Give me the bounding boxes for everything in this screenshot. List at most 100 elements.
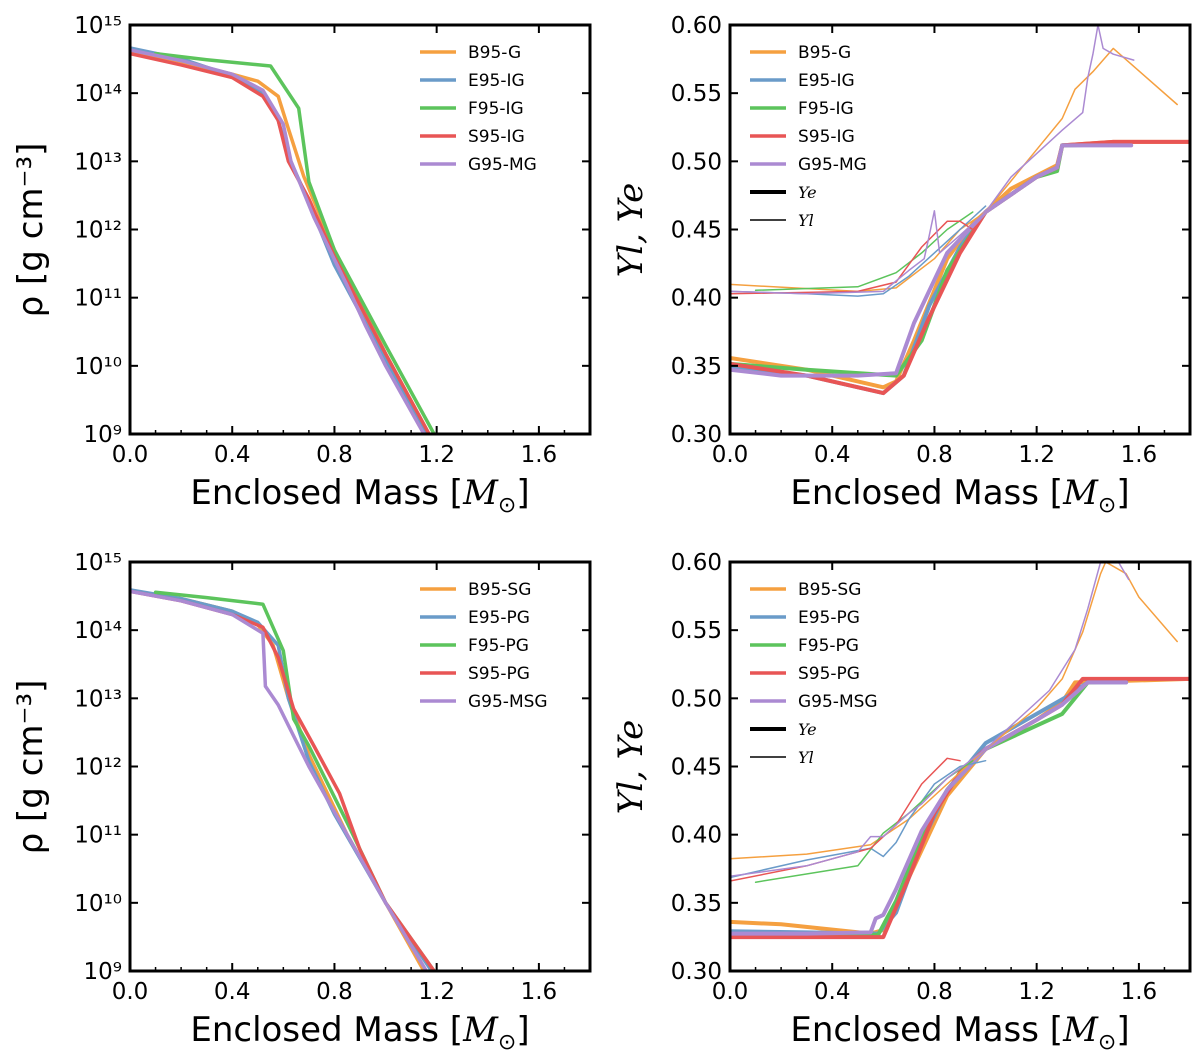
x-tick-label: 0.0 <box>712 979 749 1005</box>
y-tick-label: 0.30 <box>671 422 722 448</box>
series-line-f95-ig <box>153 51 436 434</box>
y-tick-label: 0.40 <box>671 286 722 312</box>
series-line-b95-sg-ye <box>730 676 1190 936</box>
y-tick-label: 0.50 <box>671 149 722 175</box>
series-line-e95-ig-ye <box>730 142 1129 396</box>
series-line-g95-msg-ye <box>730 680 1129 936</box>
x-tick-label: 0.4 <box>214 442 251 468</box>
y-tick-label: 0.35 <box>671 891 722 917</box>
x-tick-label: 1.6 <box>521 442 558 468</box>
legend-label: E95-PG <box>468 608 530 628</box>
x-axis-label: Enclosed Mass [M⊙] <box>190 1010 529 1055</box>
y-tick-label: 10⁹ <box>84 959 123 985</box>
legend-label: E95-IG <box>798 71 855 91</box>
y-axis-label: ρ [g cm⁻³] <box>11 680 51 855</box>
series-line-f95-ig-ye <box>730 142 1129 378</box>
legend-label: F95-PG <box>798 636 859 656</box>
x-tick-label: 1.2 <box>418 979 455 1005</box>
y-tick-label: 10¹⁰ <box>74 891 122 917</box>
legend-label: F95-PG <box>468 636 529 656</box>
series-line-s95-pg-yl <box>730 757 961 882</box>
y-tick-label: 10⁹ <box>84 422 123 448</box>
y-tick-label: 0.50 <box>671 686 722 712</box>
x-tick-label: 1.6 <box>521 979 558 1005</box>
series-line-e95-ig <box>130 46 429 434</box>
series-line-s95-ig-yl <box>730 220 974 295</box>
legend-label: G95-MSG <box>468 692 548 712</box>
legend-label: S95-IG <box>798 127 855 147</box>
x-tick-label: 0.8 <box>916 442 953 468</box>
y-tick-label: 0.55 <box>671 81 722 107</box>
legend-label: G95-MG <box>468 155 537 175</box>
y-tick-label: 10¹⁴ <box>74 81 122 107</box>
series-line-g95-msg-yl <box>730 562 1130 878</box>
y-tick-label: 0.55 <box>671 618 722 644</box>
series-line-b95-g-ye <box>730 139 1190 390</box>
legend-label: B95-G <box>468 43 521 63</box>
series-line-e95-pg-ye <box>730 680 1129 936</box>
y-tick-label: 10¹⁰ <box>74 354 122 380</box>
x-tick-label: 0.0 <box>112 979 149 1005</box>
y-axis-label: ρ [g cm⁻³] <box>11 143 51 318</box>
series-line-e95-pg-yl <box>730 759 987 879</box>
x-tick-label: 1.2 <box>1018 979 1055 1005</box>
x-tick-label: 0.0 <box>112 442 149 468</box>
y-tick-label: 10¹⁴ <box>74 618 122 644</box>
legend: B95-SG E95-PG F95-PG S95-PG G95-MSG <box>420 580 548 712</box>
y-tick-label: 10¹⁵ <box>74 550 122 576</box>
x-tick-label: 0.8 <box>916 979 953 1005</box>
density-panel-top: 0.0 0.4 0.8 1.2 1.6 10⁹ 10¹⁰ 10¹¹ 10¹² 10¹³ 10¹⁴ 10… <box>11 13 592 518</box>
ye-panel-top: 0.0 0.4 0.8 1.2 1.6 0.30 0.35 0.40 0.45 0.50 0.55 0… <box>611 13 1192 518</box>
legend: B95-G E95-IG F95-IG S95-IG G95-MG <box>420 43 537 175</box>
series-line-g95-mg-ye <box>730 143 1134 378</box>
series-line-g95-mg-yl <box>730 25 1135 295</box>
x-tick-label: 1.2 <box>418 442 455 468</box>
x-tick-label: 0.4 <box>214 979 251 1005</box>
y-tick-label: 10¹³ <box>74 686 122 712</box>
legend: B95-SG E95-PG F95-PG S95-PG G95-MSG Ye Yl <box>750 580 878 767</box>
y-tick-label: 0.60 <box>671 550 722 576</box>
legend-style-label: Ye <box>798 720 817 739</box>
legend-style-label: Yl <box>798 748 814 767</box>
legend-label: S95-PG <box>468 664 530 684</box>
series-group <box>130 588 436 971</box>
y-axis-label: Yl, Ye <box>611 720 651 815</box>
x-axis-label: Enclosed Mass [M⊙] <box>790 1010 1129 1055</box>
series-group <box>730 25 1190 396</box>
y-axis-label: Yl, Ye <box>611 183 651 278</box>
legend-label: S95-PG <box>798 664 860 684</box>
legend-label: E95-PG <box>798 608 860 628</box>
series-line-f95-ig-yl <box>754 211 974 292</box>
legend-style-label: Yl <box>798 211 814 230</box>
series-line-b95-g <box>130 48 431 434</box>
legend-label: G95-MG <box>798 155 867 175</box>
x-tick-label: 1.6 <box>1121 979 1158 1005</box>
y-tick-label: 10¹² <box>74 218 122 244</box>
series-line-s95-ig <box>130 51 431 434</box>
x-tick-label: 0.8 <box>316 442 353 468</box>
density-panel-bottom: 0.0 0.4 0.8 1.2 1.6 10⁹ 10¹⁰ 10¹¹ 10¹² 10¹³ 10¹⁴ 10… <box>11 550 592 1055</box>
ye-panel-bottom: 0.0 0.4 0.8 1.2 1.6 0.30 0.35 0.40 0.45 0.50 0.55 0… <box>611 550 1192 1055</box>
y-tick-label: 0.45 <box>671 218 722 244</box>
x-tick-label: 1.6 <box>1121 442 1158 468</box>
series-line-g95-msg <box>130 589 429 971</box>
legend-label: B95-SG <box>798 580 861 600</box>
y-tick-label: 10¹² <box>74 755 122 781</box>
x-tick-label: 0.4 <box>814 442 851 468</box>
x-tick-label: 0.8 <box>316 979 353 1005</box>
legend-label: E95-IG <box>468 71 525 91</box>
x-tick-label: 0.0 <box>712 442 749 468</box>
y-tick-label: 0.45 <box>671 755 722 781</box>
y-tick-label: 0.30 <box>671 959 722 985</box>
legend: B95-G E95-IG F95-IG S95-IG G95-MG Ye Yl <box>750 43 867 230</box>
y-tick-label: 0.35 <box>671 354 722 380</box>
y-tick-label: 10¹¹ <box>74 823 122 849</box>
series-line-f95-pg-ye <box>730 679 1129 937</box>
legend-label: F95-IG <box>798 99 854 119</box>
y-tick-label: 10¹¹ <box>74 286 122 312</box>
legend-label: F95-IG <box>468 99 524 119</box>
y-tick-label: 0.40 <box>671 823 722 849</box>
y-tick-label: 10¹³ <box>74 149 122 175</box>
legend-label: B95-SG <box>468 580 531 600</box>
